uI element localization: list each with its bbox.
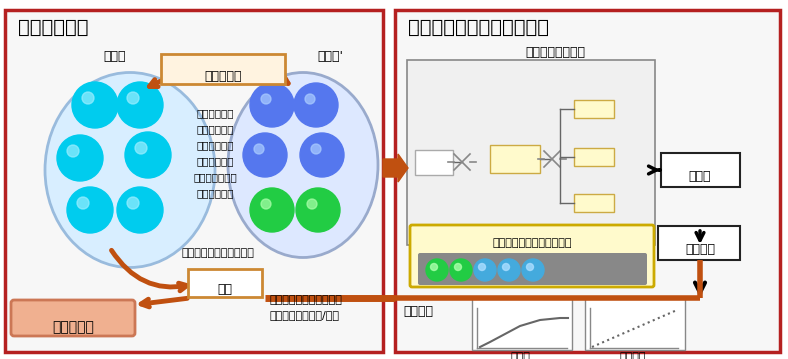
Text: 自動調整技術: 自動調整技術 [18, 18, 88, 37]
FancyBboxPatch shape [410, 225, 654, 287]
FancyBboxPatch shape [490, 145, 540, 173]
Text: モデル: モデル [689, 170, 712, 183]
Circle shape [305, 94, 315, 104]
FancyBboxPatch shape [395, 10, 780, 352]
FancyBboxPatch shape [188, 269, 262, 297]
FancyBboxPatch shape [574, 194, 614, 212]
Text: ンダムな変更: ンダムな変更 [196, 156, 234, 166]
Circle shape [307, 199, 317, 209]
Circle shape [296, 188, 340, 232]
Circle shape [478, 264, 485, 270]
Text: 設定: 設定 [525, 252, 540, 265]
FancyArrow shape [383, 154, 408, 182]
Circle shape [67, 145, 79, 157]
Text: により、新たな: により、新たな [193, 172, 237, 182]
Text: 仮想的なシステム: 仮想的なシステム [525, 46, 585, 59]
Text: 所要時間: 所要時間 [619, 352, 646, 359]
Ellipse shape [45, 73, 215, 267]
Ellipse shape [228, 73, 378, 257]
Text: 品質分析: 品質分析 [685, 243, 715, 256]
Circle shape [300, 133, 344, 177]
Circle shape [77, 197, 89, 209]
FancyBboxPatch shape [661, 153, 740, 187]
Text: うまくいった: うまくいった [196, 108, 234, 118]
Circle shape [243, 133, 287, 177]
Circle shape [526, 264, 533, 270]
Text: 設定案の一部: 設定案の一部 [196, 124, 234, 134]
Text: 設定案: 設定案 [104, 50, 126, 63]
Text: 品質に基づき採用/廃棄: 品質に基づき採用/廃棄 [270, 310, 340, 320]
FancyBboxPatch shape [161, 54, 285, 84]
Text: 推定品質: 推定品質 [403, 305, 433, 318]
Text: 通信量: 通信量 [510, 352, 530, 359]
Circle shape [430, 264, 437, 270]
Circle shape [261, 199, 271, 209]
Text: マイクロサービス実行基盤: マイクロサービス実行基盤 [492, 238, 572, 248]
Text: 設定案': 設定案' [317, 50, 343, 63]
Text: 設定案を生成: 設定案を生成 [196, 188, 234, 198]
FancyBboxPatch shape [574, 148, 614, 166]
FancyBboxPatch shape [407, 60, 655, 245]
Circle shape [450, 259, 472, 281]
Circle shape [254, 144, 264, 154]
Circle shape [261, 94, 271, 104]
Circle shape [522, 259, 544, 281]
Circle shape [311, 144, 321, 154]
FancyBboxPatch shape [472, 298, 572, 350]
Circle shape [250, 188, 294, 232]
Circle shape [426, 259, 448, 281]
Circle shape [72, 82, 118, 128]
Text: 推奨設定案: 推奨設定案 [52, 320, 94, 334]
FancyBboxPatch shape [418, 253, 647, 285]
FancyBboxPatch shape [5, 10, 383, 352]
FancyBboxPatch shape [585, 298, 685, 350]
Text: 品質シミュレーション技術: 品質シミュレーション技術 [408, 18, 549, 37]
Circle shape [503, 264, 510, 270]
Text: 設定案生成: 設定案生成 [204, 70, 242, 83]
FancyBboxPatch shape [658, 226, 740, 260]
Circle shape [117, 82, 163, 128]
Circle shape [57, 135, 103, 181]
Text: 設定パラメーターセット: 設定パラメーターセット [181, 248, 255, 258]
FancyBboxPatch shape [415, 150, 453, 175]
Circle shape [117, 187, 163, 233]
FancyBboxPatch shape [11, 300, 135, 336]
Circle shape [474, 259, 496, 281]
Circle shape [294, 83, 338, 127]
Text: サービス品質要件・推定: サービス品質要件・推定 [270, 295, 343, 305]
Text: 取り込みやラ: 取り込みやラ [196, 140, 234, 150]
Circle shape [250, 83, 294, 127]
Circle shape [127, 92, 139, 104]
Circle shape [125, 132, 171, 178]
FancyBboxPatch shape [574, 100, 614, 118]
Circle shape [498, 259, 520, 281]
Circle shape [455, 264, 462, 270]
Circle shape [67, 187, 113, 233]
Circle shape [135, 142, 147, 154]
Circle shape [82, 92, 94, 104]
Text: 判定: 判定 [217, 283, 232, 296]
Circle shape [127, 197, 139, 209]
